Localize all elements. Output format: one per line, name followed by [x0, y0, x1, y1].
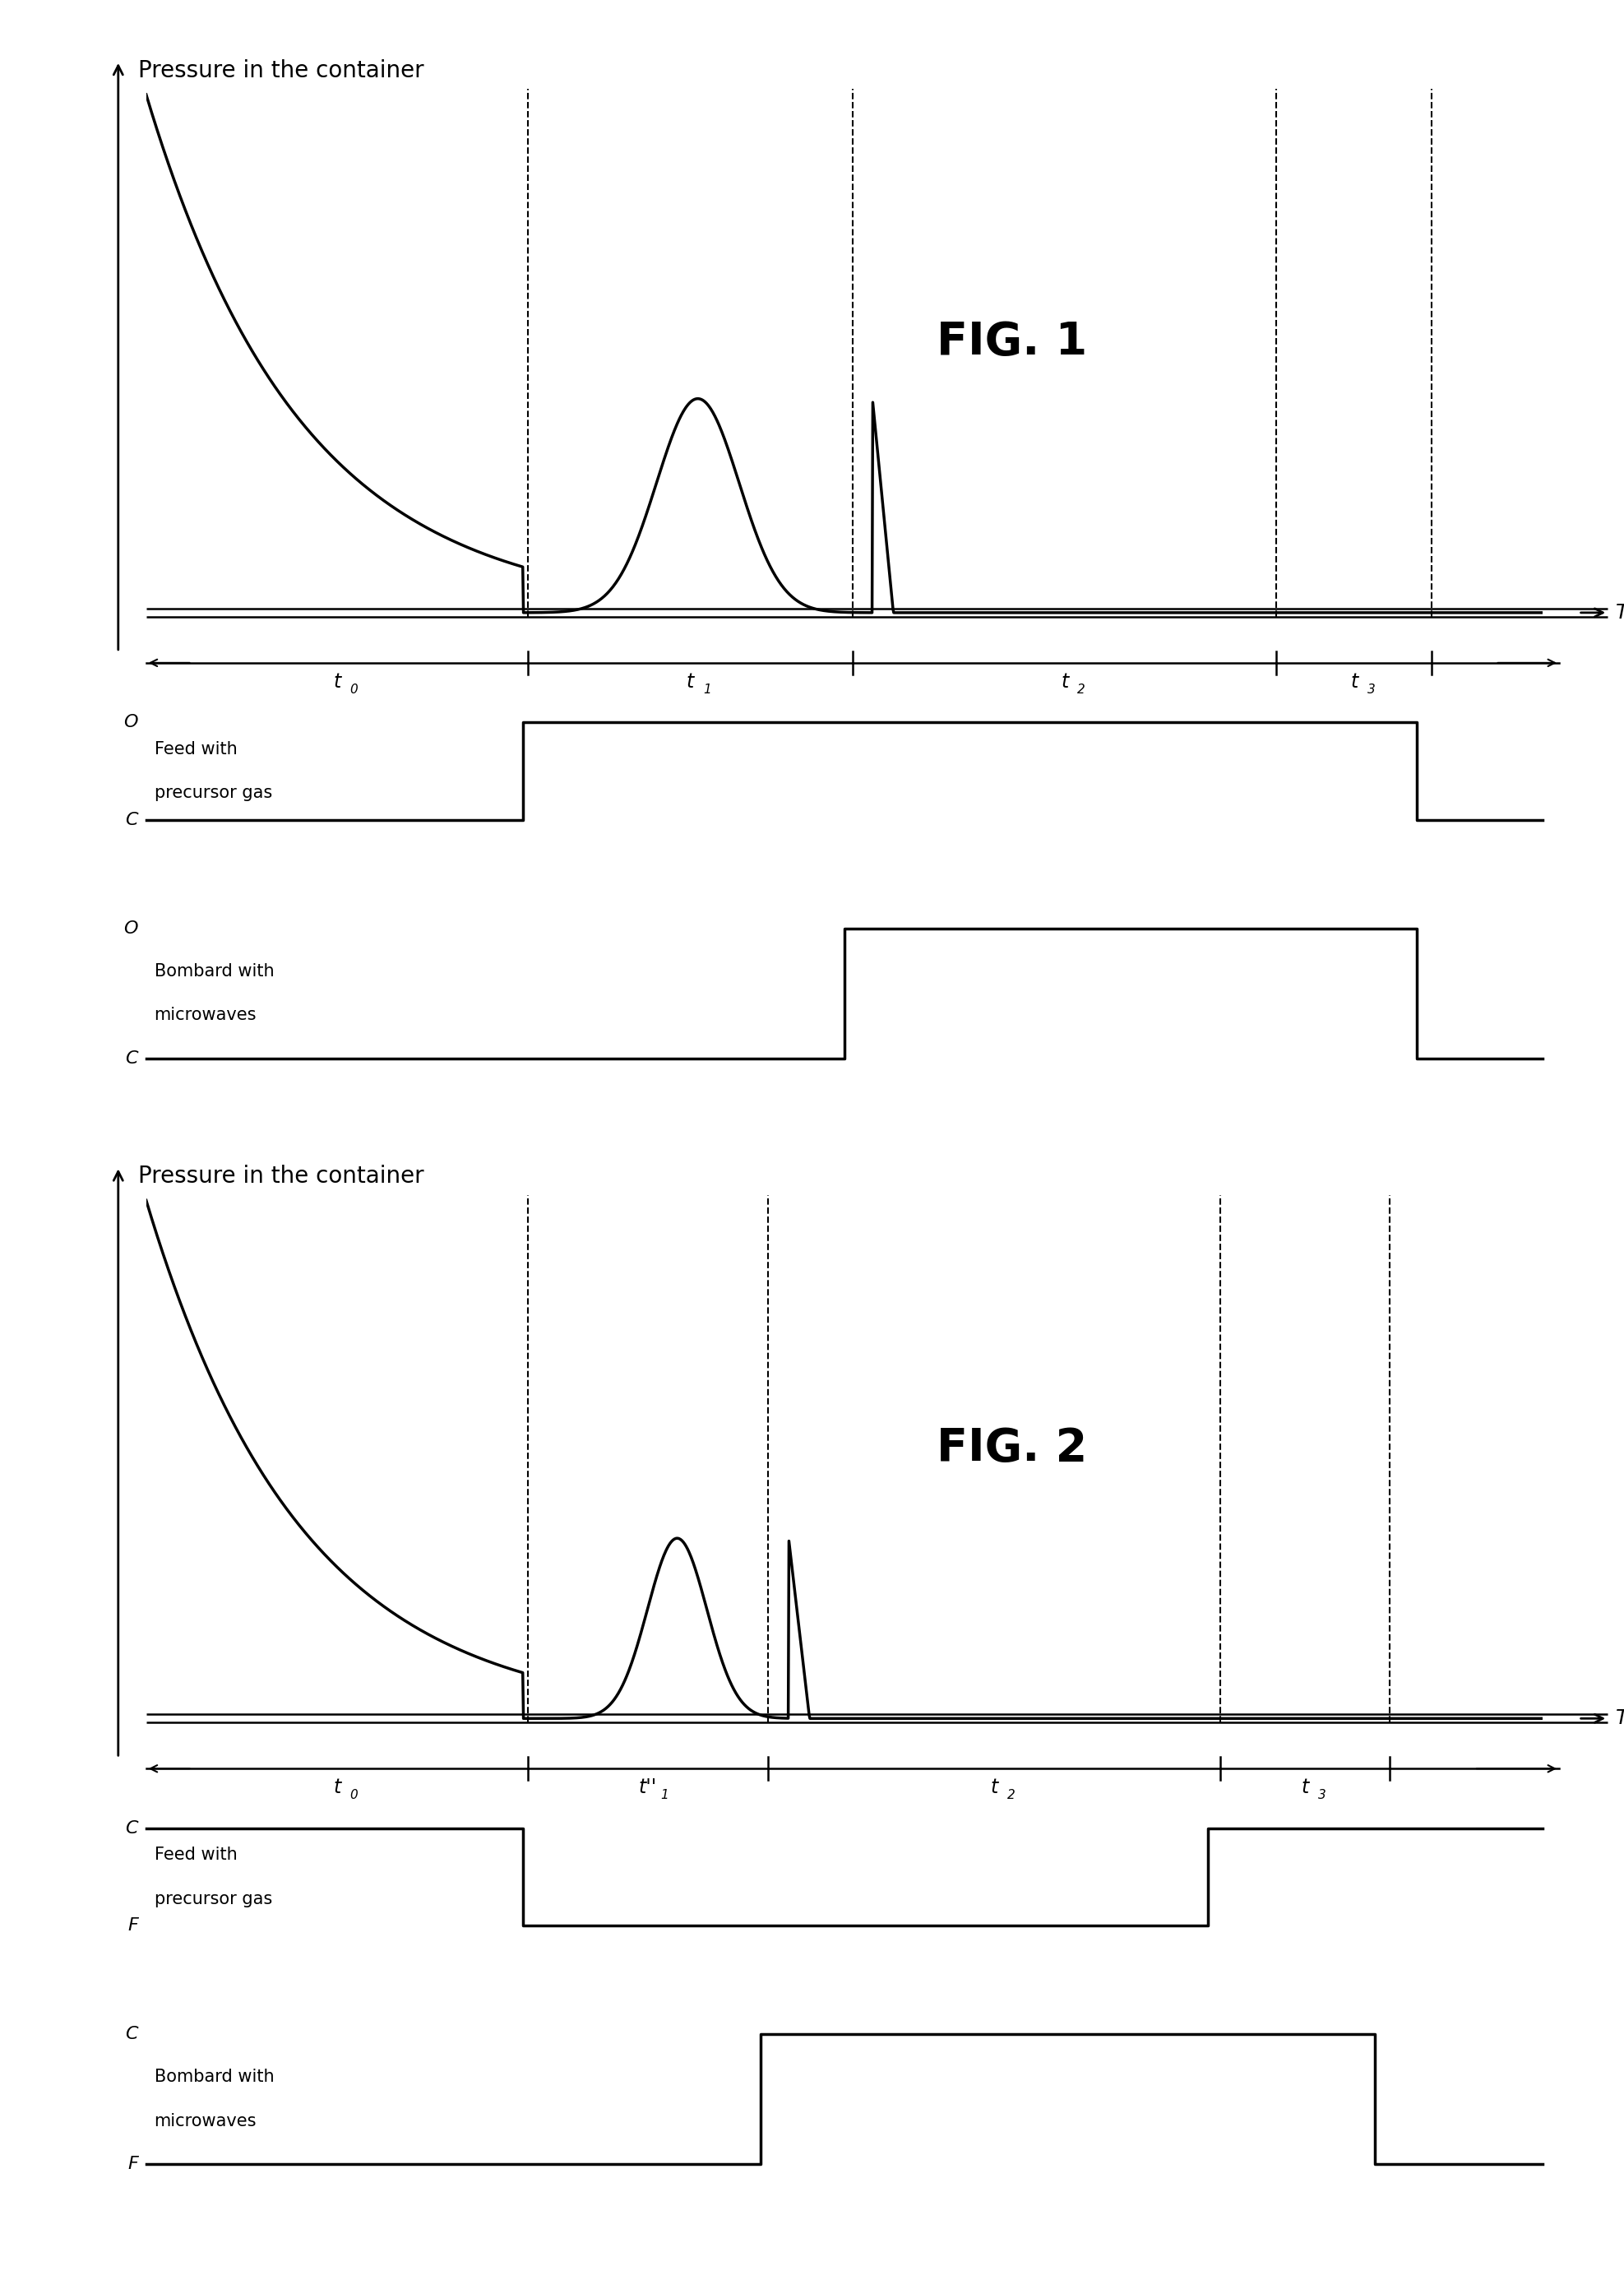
Text: t: t [1351, 673, 1358, 691]
Text: Time: Time [1616, 602, 1624, 622]
Text: O: O [123, 714, 138, 730]
Text: Feed with: Feed with [154, 1847, 237, 1863]
Text: 1: 1 [703, 684, 711, 695]
Text: t: t [333, 673, 341, 691]
Text: 3: 3 [1317, 1790, 1325, 1801]
Text: 3: 3 [1367, 684, 1376, 695]
Text: 1: 1 [661, 1790, 669, 1801]
Text: precursor gas: precursor gas [154, 784, 273, 800]
Text: t: t [687, 673, 693, 691]
Text: F: F [128, 1917, 138, 1933]
Text: Feed with: Feed with [154, 741, 237, 757]
Text: Bombard with: Bombard with [154, 2068, 274, 2086]
Text: t: t [1301, 1778, 1309, 1797]
Text: precursor gas: precursor gas [154, 1890, 273, 1906]
Text: 2: 2 [1007, 1790, 1015, 1801]
Text: Time: Time [1616, 1708, 1624, 1728]
Text: C: C [125, 2027, 138, 2043]
Text: O: O [123, 921, 138, 937]
Text: Bombard with: Bombard with [154, 962, 274, 980]
Text: microwaves: microwaves [154, 2114, 257, 2130]
Text: t'': t'' [638, 1778, 656, 1797]
Text: C: C [125, 1819, 138, 1835]
Text: F: F [128, 2157, 138, 2173]
Text: FIG. 1: FIG. 1 [937, 319, 1088, 365]
Text: 2: 2 [1078, 684, 1085, 695]
Text: t: t [333, 1778, 341, 1797]
Text: C: C [125, 1051, 138, 1067]
Text: microwaves: microwaves [154, 1008, 257, 1024]
Text: C: C [125, 812, 138, 828]
Text: t: t [1060, 673, 1069, 691]
Text: FIG. 2: FIG. 2 [937, 1425, 1088, 1471]
Text: 0: 0 [349, 684, 357, 695]
Text: t: t [991, 1778, 997, 1797]
Text: Pressure in the container: Pressure in the container [138, 1165, 424, 1188]
Text: 0: 0 [349, 1790, 357, 1801]
Text: Pressure in the container: Pressure in the container [138, 59, 424, 82]
